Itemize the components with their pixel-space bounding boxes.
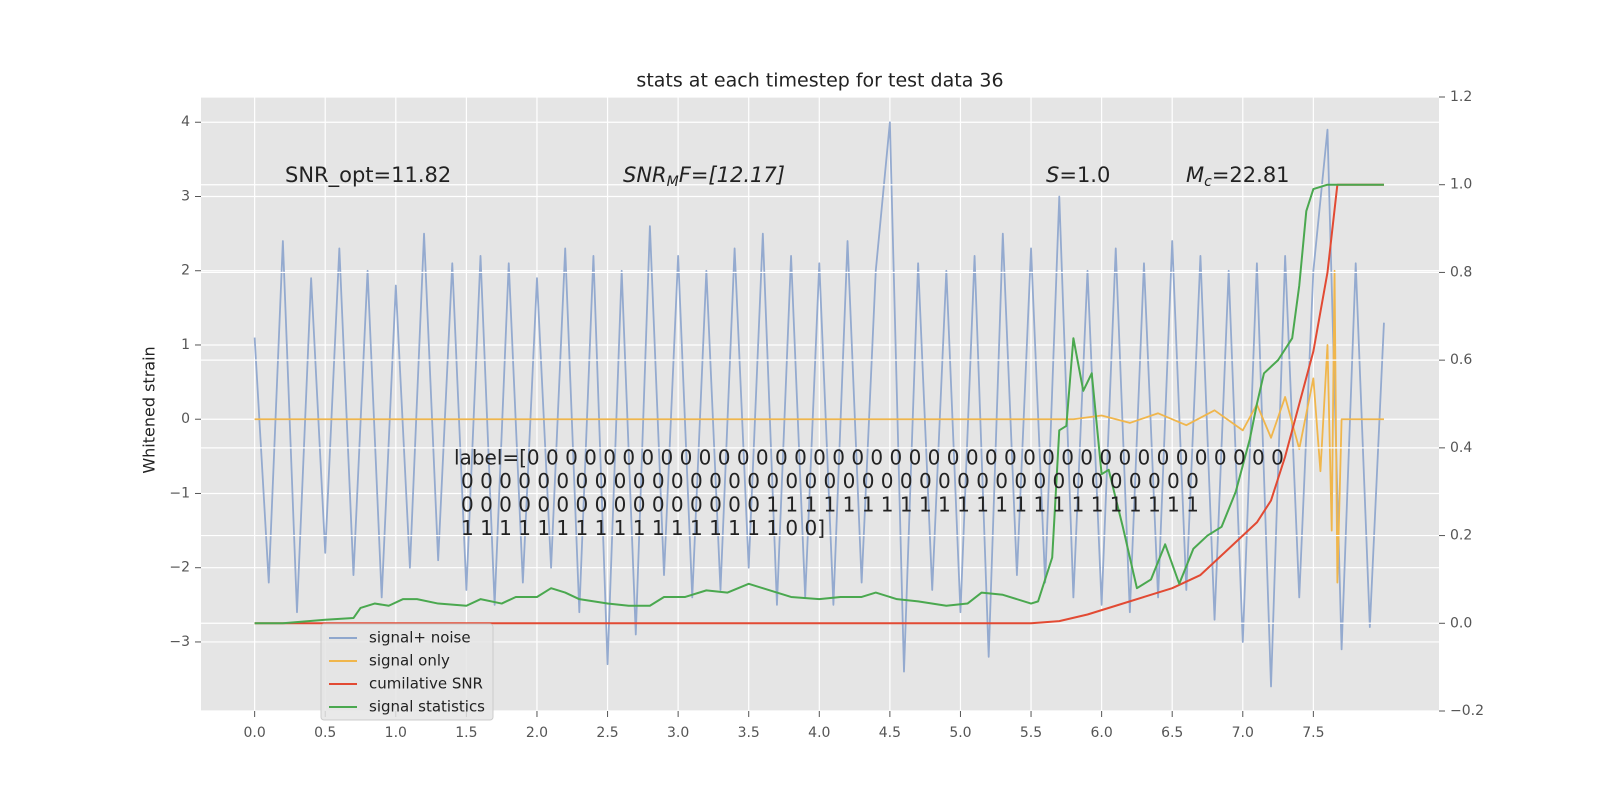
y-tick-label: −2 [169, 560, 190, 576]
y-tick-label: 0 [181, 411, 190, 427]
y-tick-label: 1 [181, 337, 190, 353]
y-tick-label: −1 [169, 485, 190, 501]
legend-label: cumilative SNR [369, 675, 483, 693]
y2-tick-label: 0.2 [1450, 528, 1472, 544]
annotation-part: F=[12.17] [679, 163, 785, 187]
series-line [254, 269, 1384, 584]
y2-tick-label: 0.0 [1450, 615, 1472, 631]
legend-box [320, 623, 494, 721]
annotation-part: S [1046, 163, 1059, 187]
annotation: S=1.0 [1046, 163, 1110, 187]
legend-label: signal only [369, 652, 450, 670]
x-tick-label: 7.0 [1232, 725, 1254, 741]
plot-area [201, 96, 1439, 712]
x-tick-label: 0.0 [244, 725, 266, 741]
x-tick-label: 1.5 [455, 725, 477, 741]
label-text: 0 0 0 0 0 0 0 0 0 0 0 0 0 0 0 0 0 0 0 0 … [461, 469, 1199, 493]
y-tick-label: 4 [181, 114, 190, 130]
x-tick-label: 5.5 [1020, 725, 1042, 741]
x-tick-label: 1.0 [385, 725, 407, 741]
annotation-part: =22.81 [1212, 163, 1290, 187]
annotation-part: c [1204, 174, 1212, 190]
y2-tick-label: 0.4 [1450, 440, 1472, 456]
annotation: SNR_opt=11.82 [285, 163, 451, 188]
annotation-part: M [667, 174, 679, 190]
chart-title: stats at each timestep for test data 36 [636, 70, 1003, 92]
y2-tick-label: 1.0 [1450, 177, 1472, 193]
x-tick-label: 2.5 [596, 725, 618, 741]
plot-background [201, 97, 1439, 711]
y2-tick-label: −0.2 [1450, 703, 1484, 719]
y-tick-label: 2 [181, 263, 190, 279]
x-tick-label: 4.0 [808, 725, 830, 741]
x-tick-label: 4.5 [879, 725, 901, 741]
annotation-part: M [1186, 163, 1204, 187]
label-text: label=[0 0 0 0 0 0 0 0 0 0 0 0 0 0 0 0 0… [454, 446, 1284, 470]
annotation-part: =1.0 [1059, 163, 1110, 187]
x-tick-label: 2.0 [526, 725, 548, 741]
x-tick-label: 0.5 [314, 725, 336, 741]
y-tick-label: −3 [169, 634, 190, 650]
y-tick-label: 3 [181, 188, 190, 204]
x-tick-label: 6.0 [1090, 725, 1112, 741]
label-text: 1 1 1 1 1 1 1 1 1 1 1 1 1 1 1 1 1 0 0] [461, 516, 825, 540]
x-tick-label: 3.5 [738, 725, 760, 741]
x-tick-label: 6.5 [1161, 725, 1183, 741]
label-text: 0 0 0 0 0 0 0 0 0 0 0 0 0 0 0 0 1 1 1 1 … [461, 493, 1199, 517]
y-axis-label: Whitened strain [140, 346, 159, 473]
annotation: SNRMF=[12.17] [623, 163, 785, 190]
legend-label: signal+ noise [369, 629, 471, 647]
annotation-part: SNR [623, 163, 667, 187]
annotation: Mc=22.81 [1186, 163, 1290, 190]
y2-tick-label: 0.6 [1450, 352, 1472, 368]
x-tick-label: 5.0 [949, 725, 971, 741]
x-tick-label: 7.5 [1302, 725, 1324, 741]
series-line [253, 121, 1385, 688]
x-tick-label: 3.0 [667, 725, 689, 741]
y2-tick-label: 1.2 [1450, 89, 1472, 105]
y2-tick-label: 0.8 [1450, 264, 1472, 280]
series-line [254, 183, 1384, 625]
legend-label: signal statistics [369, 698, 485, 716]
series-line [254, 183, 1384, 625]
